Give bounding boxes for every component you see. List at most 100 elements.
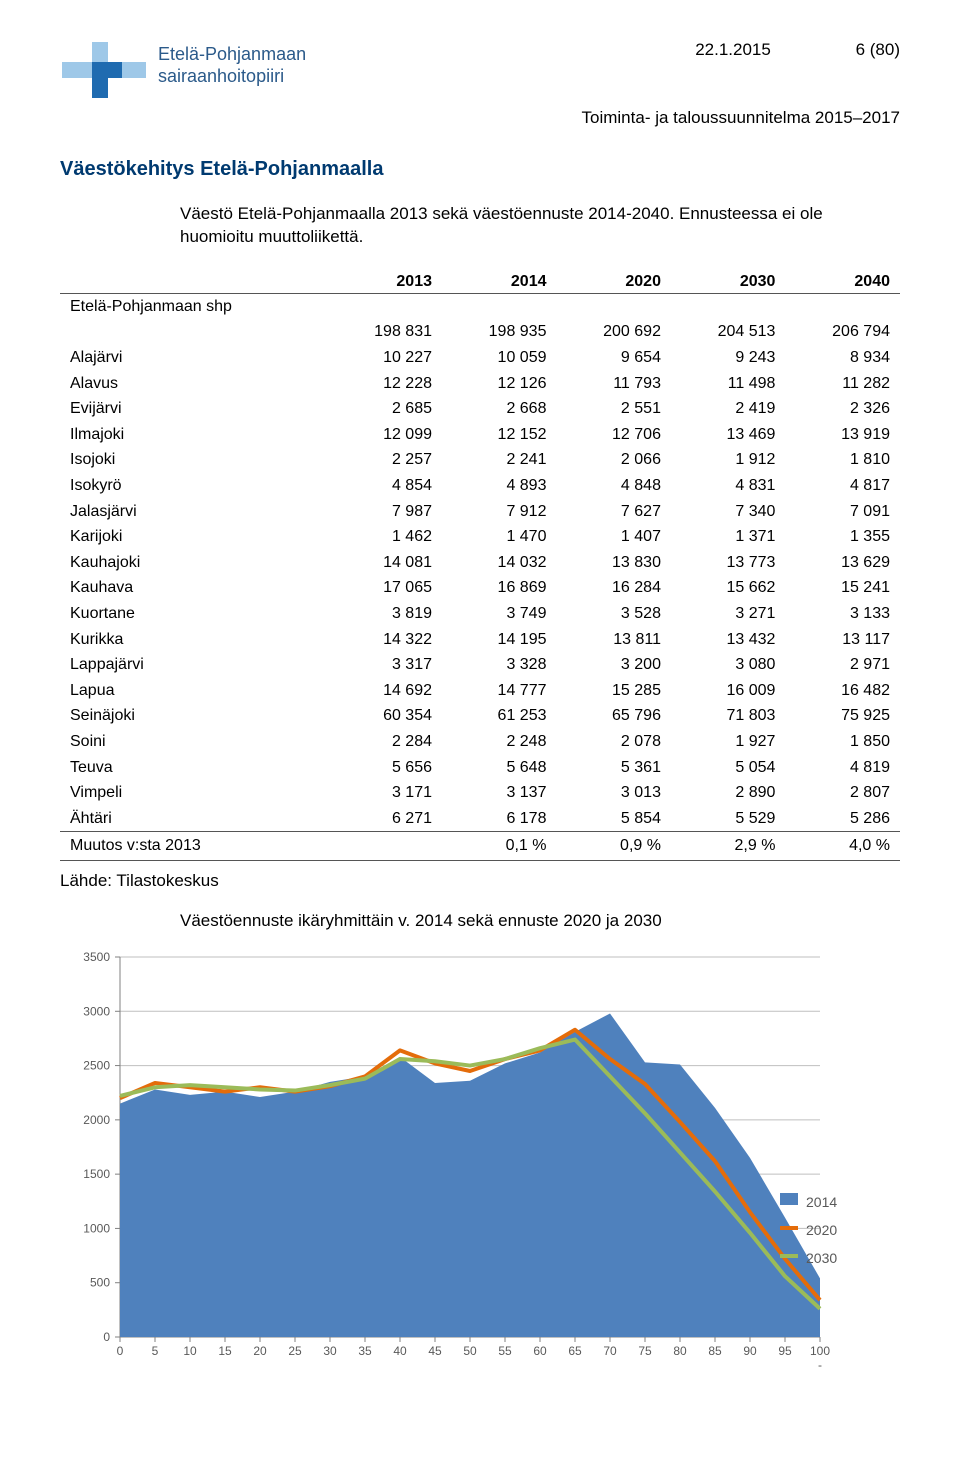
data-cell: 5 648 <box>442 755 556 781</box>
data-cell: 5 054 <box>671 755 785 781</box>
data-cell: 6 271 <box>328 806 442 832</box>
svg-text:30: 30 <box>323 1344 337 1358</box>
svg-text:0: 0 <box>103 1330 110 1344</box>
page-number: 6 (80) <box>856 40 900 60</box>
data-cell: 5 529 <box>671 806 785 832</box>
data-cell: 14 195 <box>442 627 556 653</box>
chart-title: Väestöennuste ikäryhmittäin v. 2014 sekä… <box>180 911 900 931</box>
data-cell: 11 498 <box>671 371 785 397</box>
row-name: Kauhava <box>60 575 328 601</box>
group-totals-blank <box>60 319 328 345</box>
data-cell: 5 286 <box>785 806 900 832</box>
data-cell: 60 354 <box>328 703 442 729</box>
muutos-blank <box>328 832 442 861</box>
table-row: Teuva5 6565 6485 3615 0544 819 <box>60 755 900 781</box>
row-name: Lappajärvi <box>60 652 328 678</box>
row-name: Alavus <box>60 371 328 397</box>
table-row: Alajärvi10 22710 0599 6549 2438 934 <box>60 345 900 371</box>
muutos-label: Muutos v:sta 2013 <box>60 832 328 861</box>
table-row: Soini2 2842 2482 0781 9271 850 <box>60 729 900 755</box>
data-cell: 12 152 <box>442 422 556 448</box>
table-row: Kauhajoki14 08114 03213 83013 77313 629 <box>60 550 900 576</box>
data-cell: 3 171 <box>328 780 442 806</box>
data-cell: 6 178 <box>442 806 556 832</box>
data-cell: 14 081 <box>328 550 442 576</box>
data-cell: 13 117 <box>785 627 900 653</box>
data-cell: 2 326 <box>785 396 900 422</box>
svg-text:0: 0 <box>117 1344 124 1358</box>
org-name-line1: Etelä-Pohjanmaan <box>158 44 306 66</box>
data-cell: 71 803 <box>671 703 785 729</box>
data-cell: 16 284 <box>556 575 670 601</box>
data-cell: 15 285 <box>556 678 670 704</box>
data-cell: 7 340 <box>671 499 785 525</box>
svg-text:60: 60 <box>533 1344 547 1358</box>
data-cell: 13 919 <box>785 422 900 448</box>
svg-text:5: 5 <box>152 1344 159 1358</box>
table-row: Seinäjoki60 35461 25365 79671 80375 925 <box>60 703 900 729</box>
cell-blank <box>442 293 556 319</box>
data-cell: 2 066 <box>556 447 670 473</box>
population-chart: 0500100015002000250030003500051015202530… <box>60 947 900 1380</box>
muutos-cell: 0,9 % <box>556 832 670 861</box>
group-total-cell: 204 513 <box>671 319 785 345</box>
population-table: 20132014202020302040 Etelä-Pohjanmaan sh… <box>60 271 900 861</box>
svg-text:90: 90 <box>743 1344 757 1358</box>
svg-text:-: - <box>818 1358 822 1372</box>
table-row: Kurikka14 32214 19513 81113 43213 117 <box>60 627 900 653</box>
data-cell: 7 987 <box>328 499 442 525</box>
cell-blank <box>785 293 900 319</box>
row-name: Kauhajoki <box>60 550 328 576</box>
data-cell: 13 469 <box>671 422 785 448</box>
svg-text:35: 35 <box>358 1344 372 1358</box>
data-cell: 2 241 <box>442 447 556 473</box>
table-row: Evijärvi2 6852 6682 5512 4192 326 <box>60 396 900 422</box>
row-name: Ilmajoki <box>60 422 328 448</box>
data-cell: 4 854 <box>328 473 442 499</box>
group-total-cell: 206 794 <box>785 319 900 345</box>
svg-text:25: 25 <box>288 1344 302 1358</box>
data-cell: 13 773 <box>671 550 785 576</box>
svg-text:75: 75 <box>638 1344 652 1358</box>
data-cell: 3 133 <box>785 601 900 627</box>
col-blank <box>60 271 328 294</box>
data-cell: 5 854 <box>556 806 670 832</box>
date-page-block: 22.1.2015 6 (80) <box>695 40 900 60</box>
data-cell: 3 749 <box>442 601 556 627</box>
data-cell: 1 810 <box>785 447 900 473</box>
svg-text:2014: 2014 <box>806 1194 837 1210</box>
data-cell: 4 848 <box>556 473 670 499</box>
chart-svg: 0500100015002000250030003500051015202530… <box>60 947 900 1377</box>
table-row: Ähtäri6 2716 1785 8545 5295 286 <box>60 806 900 832</box>
table-row: Karijoki1 4621 4701 4071 3711 355 <box>60 524 900 550</box>
svg-text:20: 20 <box>253 1344 267 1358</box>
doc-subtitle: Toiminta- ja taloussuunnitelma 2015–2017 <box>60 108 900 128</box>
data-cell: 1 407 <box>556 524 670 550</box>
row-name: Jalasjärvi <box>60 499 328 525</box>
svg-text:10: 10 <box>183 1344 197 1358</box>
row-name: Soini <box>60 729 328 755</box>
data-cell: 13 432 <box>671 627 785 653</box>
data-cell: 2 078 <box>556 729 670 755</box>
data-cell: 7 627 <box>556 499 670 525</box>
data-cell: 11 793 <box>556 371 670 397</box>
data-cell: 13 629 <box>785 550 900 576</box>
data-cell: 14 777 <box>442 678 556 704</box>
svg-text:1000: 1000 <box>83 1221 110 1235</box>
data-cell: 16 009 <box>671 678 785 704</box>
data-cell: 12 228 <box>328 371 442 397</box>
table-row: Kauhava17 06516 86916 28415 66215 241 <box>60 575 900 601</box>
row-name: Alajärvi <box>60 345 328 371</box>
svg-text:70: 70 <box>603 1344 617 1358</box>
col-year: 2030 <box>671 271 785 294</box>
svg-text:1500: 1500 <box>83 1167 110 1181</box>
data-cell: 10 227 <box>328 345 442 371</box>
row-name: Seinäjoki <box>60 703 328 729</box>
data-cell: 16 482 <box>785 678 900 704</box>
row-name: Kuortane <box>60 601 328 627</box>
data-cell: 3 328 <box>442 652 556 678</box>
svg-text:3000: 3000 <box>83 1004 110 1018</box>
data-cell: 4 817 <box>785 473 900 499</box>
table-row: Jalasjärvi7 9877 9127 6277 3407 091 <box>60 499 900 525</box>
group-total-cell: 198 935 <box>442 319 556 345</box>
